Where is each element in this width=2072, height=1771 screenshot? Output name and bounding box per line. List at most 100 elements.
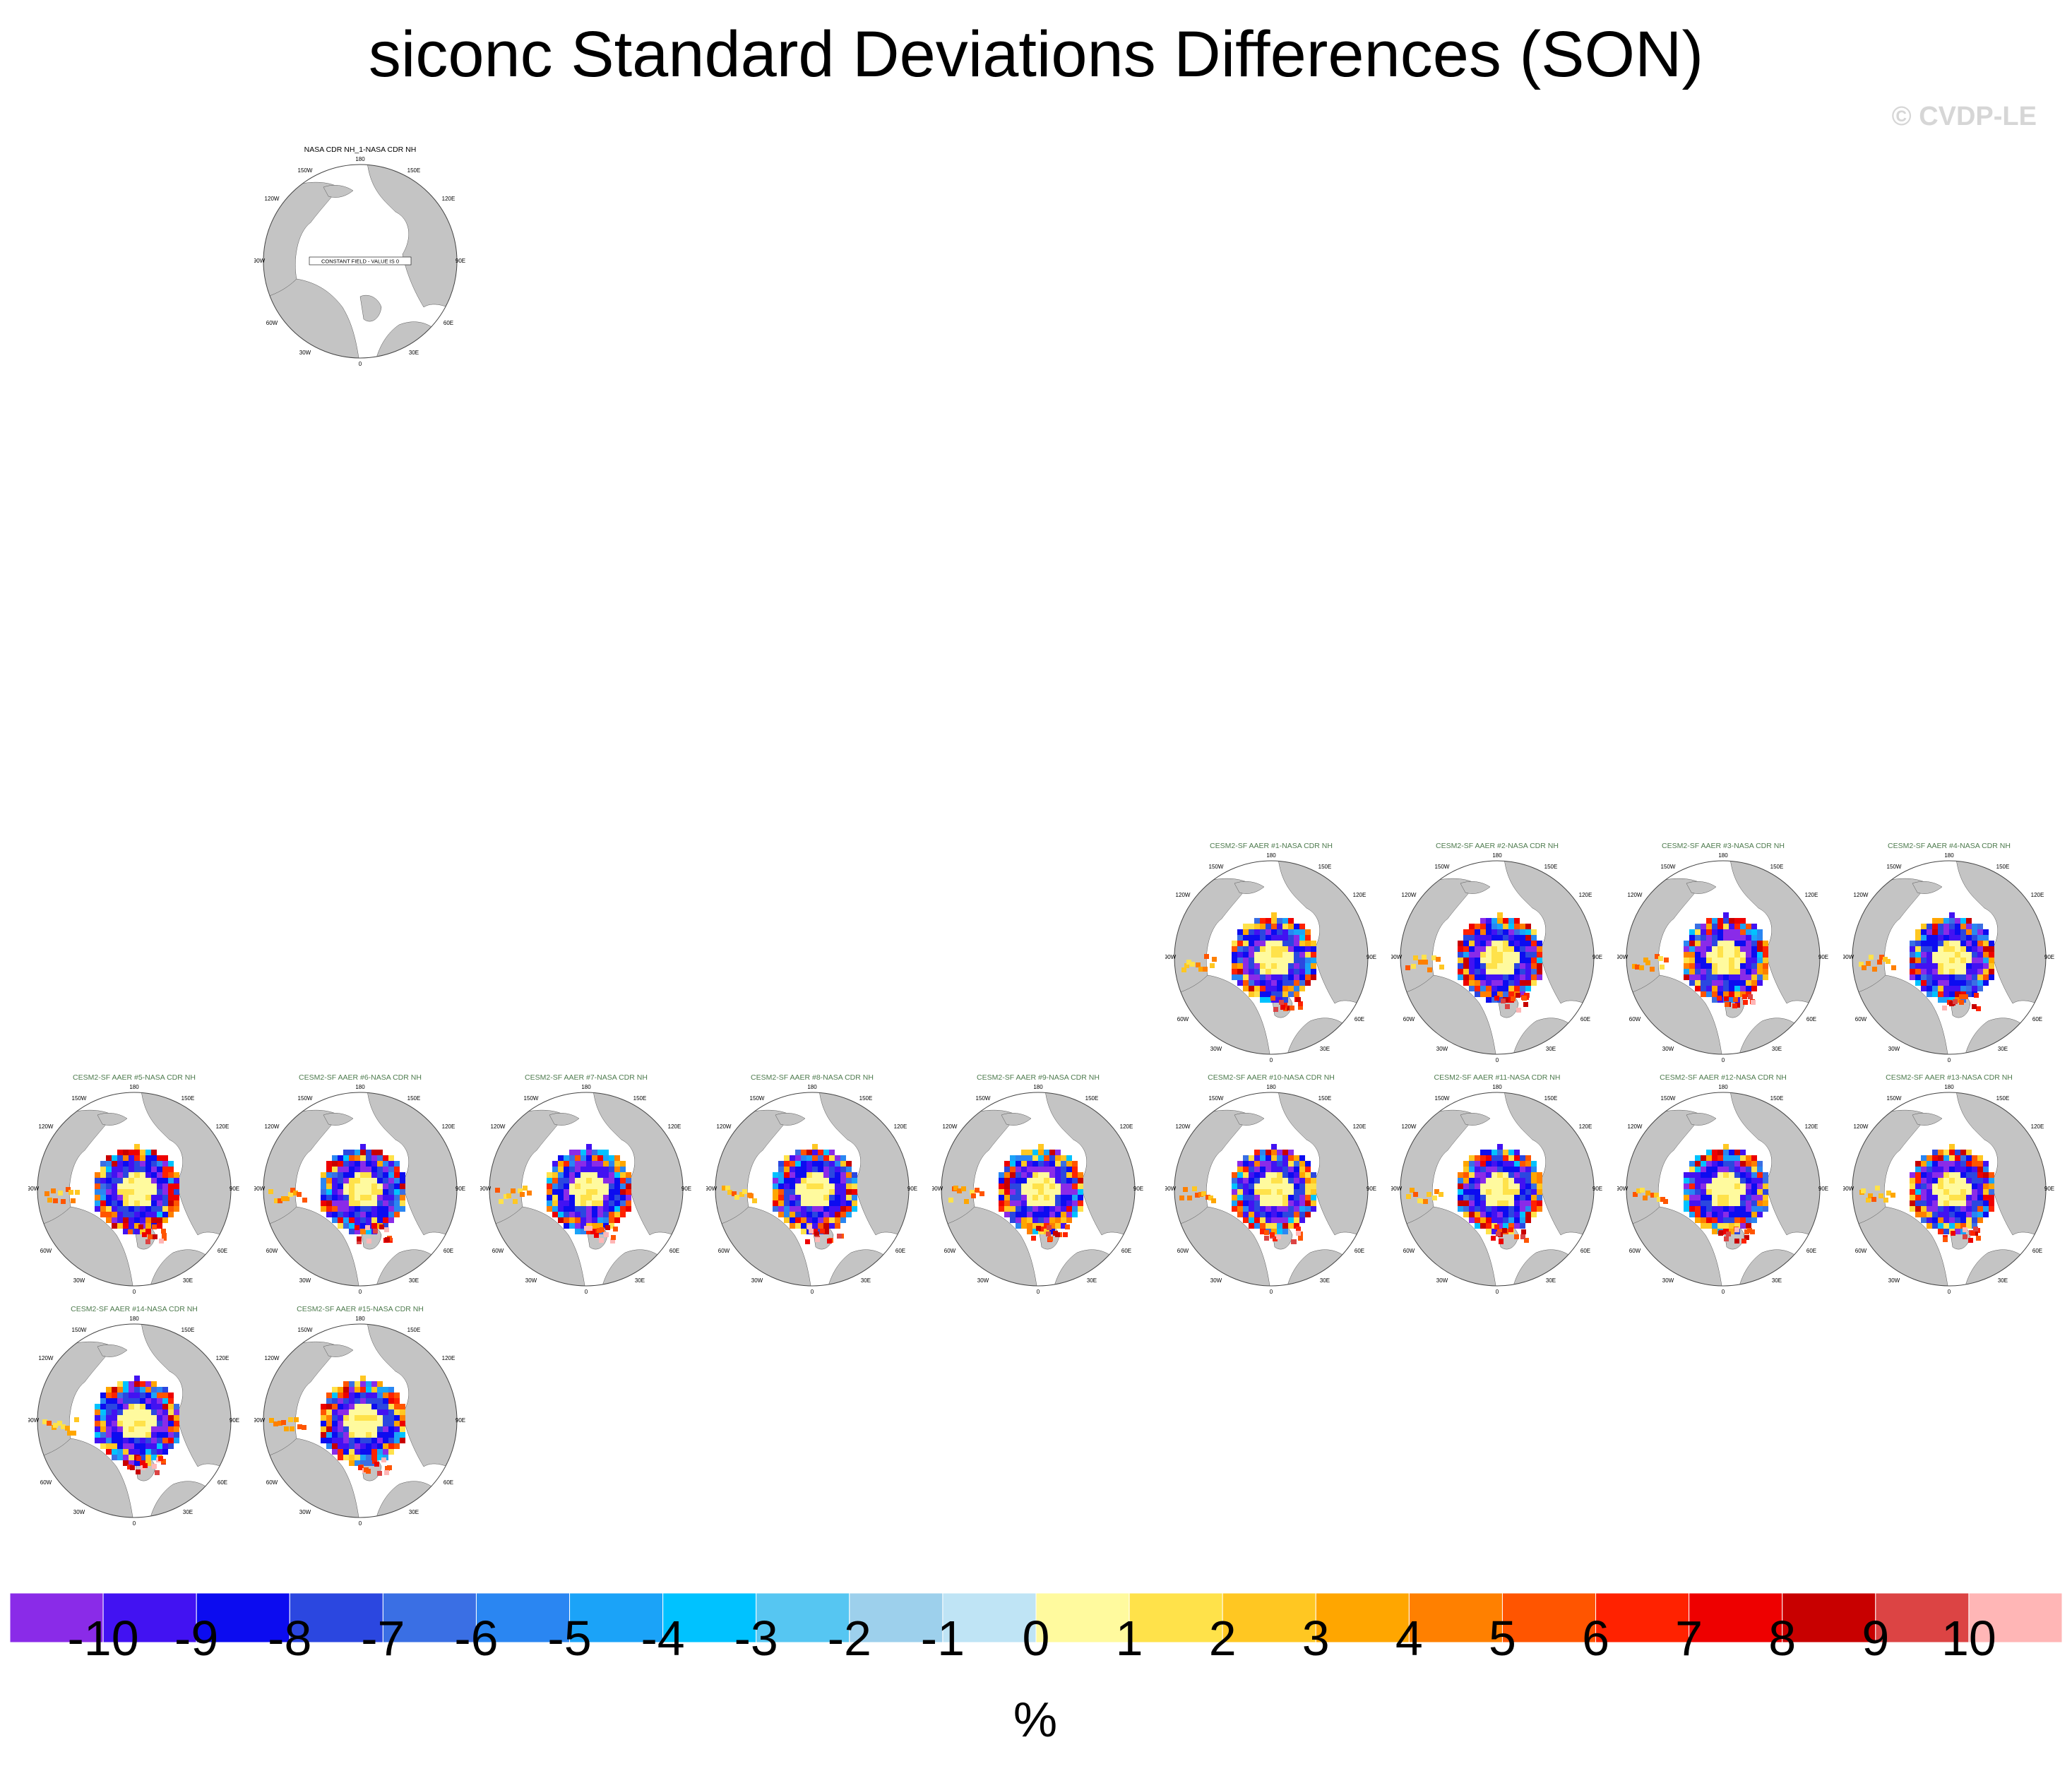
longitude-label: 150W	[72, 1095, 87, 1102]
map-panel: CESM2-SF AAER #3-NASA CDR NH 180 150W 150E 1…	[1617, 842, 1829, 1068]
longitude-label: 60E	[2032, 1016, 2042, 1022]
panel-title: CESM2-SF AAER #7-NASA CDR NH	[525, 1073, 648, 1082]
longitude-label: 90E	[1818, 954, 1828, 960]
longitude-label: 0	[359, 1520, 362, 1527]
longitude-label: 150E	[407, 167, 421, 174]
colorbar	[10, 1593, 2062, 1642]
longitude-label: 150W	[1887, 864, 1902, 870]
longitude-label: 60E	[2032, 1248, 2042, 1254]
longitude-label: 90E	[1592, 1186, 1602, 1192]
longitude-label: 150W	[1209, 1095, 1224, 1102]
map-panel: CESM2-SF AAER #8-NASA CDR NH 180 150W 150E 1…	[706, 1073, 918, 1299]
longitude-label: 30W	[73, 1277, 85, 1284]
polar-map: 180 150W 150E 120W 120E 90W 90E 60W 60E 30W 30E 0	[932, 1084, 1143, 1295]
polar-map: 180 150W 150E 120W 120E 90W 90E 60W 60E 30W 30E 0	[28, 1316, 239, 1527]
longitude-label: 180	[1944, 1084, 1954, 1090]
polar-map: 180 150W 150E 120W 120E 90W 90E 60W 60E 30W 30E 0	[254, 1084, 465, 1295]
longitude-label: 120W	[1176, 892, 1191, 898]
colorbar-tick-label: -7	[361, 1611, 405, 1666]
longitude-label: 180	[1266, 1084, 1276, 1090]
longitude-label: 90E	[2044, 954, 2054, 960]
panel-title: CESM2-SF AAER #11-NASA CDR NH	[1434, 1073, 1561, 1082]
longitude-label: 30E	[409, 1277, 419, 1284]
colorbar-tick-label: -4	[641, 1611, 685, 1666]
longitude-label: 30W	[1662, 1277, 1674, 1284]
polar-map: 180 150W 150E 120W 120E 90W 90E 60W 60E 30W 30E 0	[706, 1084, 917, 1295]
longitude-label: 0	[1948, 1289, 1951, 1295]
polar-map: 180 150W 150E 120W 120E 90W 90E 60W 60E 30W 30E 0	[1617, 1084, 1828, 1295]
colorbar-swatch	[196, 1593, 290, 1642]
colorbar-swatch	[1968, 1593, 2062, 1642]
longitude-label: 90W	[254, 1417, 266, 1424]
panel-title: CESM2-SF AAER #2-NASA CDR NH	[1436, 842, 1559, 850]
longitude-label: 120E	[442, 1355, 456, 1361]
longitude-label: 30E	[1772, 1277, 1782, 1284]
longitude-label: 90E	[1818, 1186, 1828, 1192]
longitude-label: 30E	[1772, 1046, 1782, 1052]
longitude-label: 30E	[183, 1277, 193, 1284]
colorbar-swatch	[382, 1593, 477, 1642]
longitude-label: 120W	[265, 1355, 280, 1361]
longitude-label: 90E	[1133, 1186, 1143, 1192]
colorbar-tick-label: -2	[827, 1611, 871, 1666]
longitude-label: 90W	[1843, 954, 1854, 960]
longitude-label: 90W	[1617, 1186, 1629, 1192]
longitude-label: 180	[1944, 852, 1954, 859]
polar-map: 180 150W 150E 120W 120E 90W 90E 60W 60E 30W 30E 0	[1391, 1084, 1602, 1295]
longitude-label: 90W	[254, 1186, 266, 1192]
longitude-label: 60E	[1354, 1248, 1364, 1254]
longitude-label: 150E	[1770, 864, 1784, 870]
longitude-label: 180	[129, 1316, 139, 1322]
longitude-label: 60E	[443, 320, 453, 326]
watermark: © CVDP-LE	[1891, 102, 2037, 131]
longitude-label: 0	[133, 1289, 136, 1295]
longitude-label: 90E	[2044, 1186, 2054, 1192]
longitude-label: 150E	[407, 1095, 421, 1102]
units-label: %	[1013, 1692, 1058, 1747]
longitude-label: 150E	[859, 1095, 873, 1102]
map-panel: CESM2-SF AAER #2-NASA CDR NH 180 150W 150E 1…	[1391, 842, 1603, 1068]
longitude-label: 150E	[1318, 864, 1332, 870]
longitude-label: 90E	[456, 1186, 465, 1192]
longitude-label: 60W	[266, 1479, 278, 1486]
polar-map: 180 150W 150E 120W 120E 90W 90E 60W 60E 30W 30E 0	[28, 1084, 239, 1295]
longitude-label: 30E	[1320, 1046, 1330, 1052]
longitude-label: 30W	[1210, 1046, 1222, 1052]
longitude-label: 60E	[1806, 1248, 1816, 1254]
longitude-label: 30E	[409, 350, 419, 356]
longitude-label: 120E	[442, 196, 456, 202]
longitude-label: 120E	[2031, 1123, 2044, 1130]
longitude-label: 90W	[480, 1186, 492, 1192]
longitude-label: 60W	[718, 1248, 730, 1254]
longitude-label: 120W	[265, 196, 280, 202]
longitude-label: 150W	[1661, 864, 1676, 870]
longitude-label: 150E	[407, 1327, 421, 1333]
longitude-label: 150E	[1770, 1095, 1784, 1102]
colorbar-tick-label: -8	[268, 1611, 312, 1666]
longitude-label: 180	[355, 1084, 365, 1090]
panel-title: CESM2-SF AAER #15-NASA CDR NH	[297, 1305, 424, 1313]
longitude-label: 120W	[39, 1355, 54, 1361]
longitude-label: 60W	[1629, 1016, 1641, 1022]
polar-map: 180 150W 150E 120W 120E 90W 90E 60W 60E 30W 30E 0	[254, 1316, 465, 1527]
longitude-label: 60E	[1580, 1248, 1590, 1254]
longitude-label: 60W	[944, 1248, 956, 1254]
longitude-label: 120E	[1805, 1123, 1818, 1130]
longitude-label: 90E	[230, 1186, 239, 1192]
panel-title: CESM2-SF AAER #1-NASA CDR NH	[1210, 842, 1333, 850]
longitude-label: 60E	[218, 1479, 227, 1486]
longitude-label: 60W	[1855, 1016, 1867, 1022]
longitude-label: 0	[1037, 1289, 1040, 1295]
longitude-label: 90W	[1843, 1186, 1854, 1192]
colorbar-tick-label: 7	[1675, 1611, 1703, 1666]
panel-title: CESM2-SF AAER #12-NASA CDR NH	[1660, 1073, 1787, 1082]
longitude-label: 30E	[1320, 1277, 1330, 1284]
map-panel: CESM2-SF AAER #12-NASA CDR NH 180 150W 150E…	[1617, 1073, 1829, 1299]
longitude-label: 120E	[1353, 1123, 1367, 1130]
longitude-label: 120W	[39, 1123, 54, 1130]
longitude-label: 120W	[1628, 1123, 1643, 1130]
panel-title: CESM2-SF AAER #4-NASA CDR NH	[1888, 842, 2011, 850]
longitude-label: 60E	[1121, 1248, 1131, 1254]
longitude-label: 0	[1270, 1057, 1273, 1063]
colorbar-swatch	[1222, 1593, 1316, 1642]
